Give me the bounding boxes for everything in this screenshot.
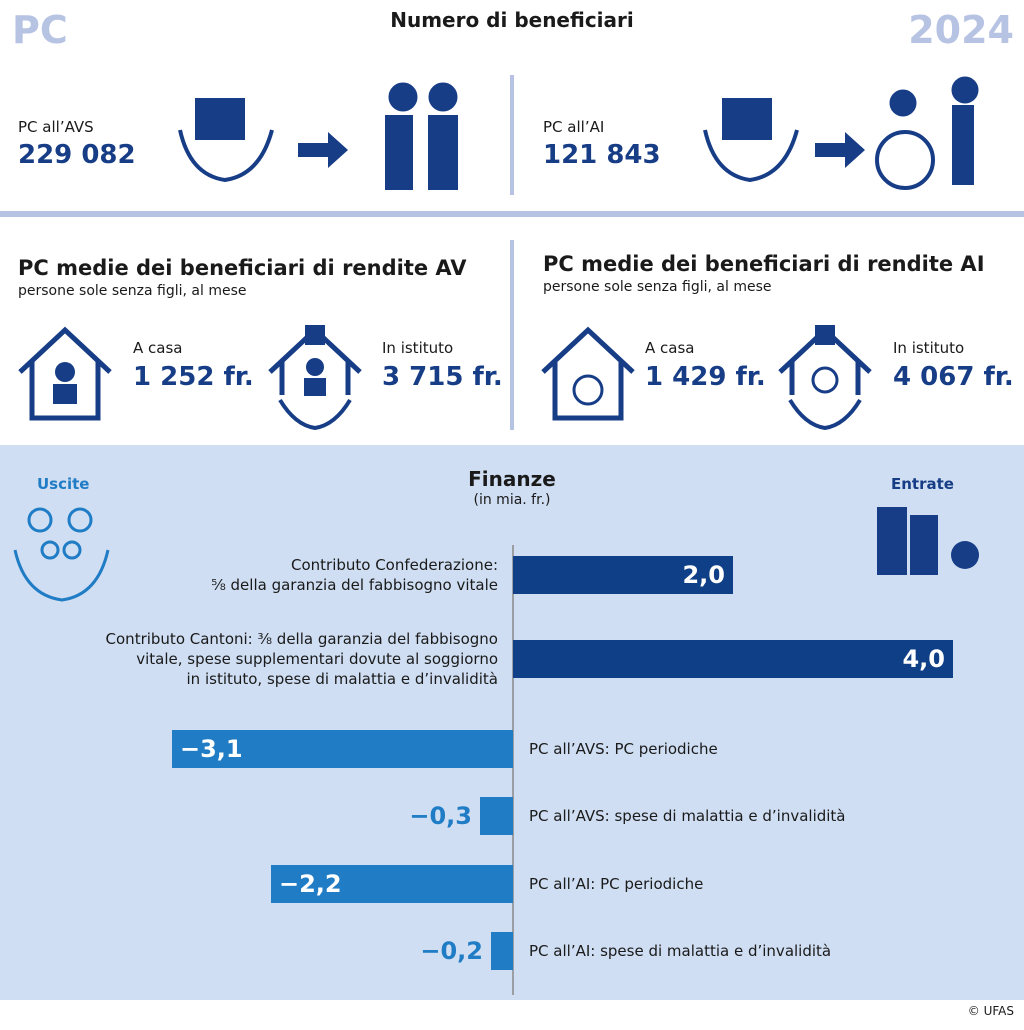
institution-value: 4 067 fr. [893,362,1014,392]
icons-top [0,75,1024,431]
beneficiary-value: 121 843 [543,140,661,170]
finance-panel: Finanze (in mia. fr.) Uscite Entrate 2,0… [0,445,1024,1000]
revenues-label: Entrate [891,475,954,493]
average-title: PC medie dei beneficiari di rendite AI [543,252,985,276]
footer: © UFAS [967,1004,1014,1018]
institution-value: 3 715 fr. [382,362,503,392]
bar [480,797,513,835]
home-value: 1 429 fr. [645,362,766,392]
average-title: PC medie dei beneficiari di rendite AV [18,256,467,280]
bar [271,865,513,903]
beneficiary-value: 229 082 [18,140,136,170]
expenses-label: Uscite [37,475,90,493]
category-label: PC all’AI: PC periodiche [529,875,704,893]
category-label: Contributo Confederazione: ⅝ della garan… [211,556,498,594]
bar [513,556,733,594]
chart-title: Finanze [468,467,556,491]
bar [172,730,513,768]
value-label: −0,2 [420,937,483,965]
value-label: −3,1 [180,735,243,763]
average-subtitle: persone sole senza figli, al mese [18,283,247,299]
category-label: PC all’AVS: PC periodiche [529,740,718,758]
header-left: PC [12,8,68,52]
value-label: 4,0 [902,645,945,673]
institution-label: In istituto [382,339,454,357]
bar [513,640,953,678]
home-label: A casa [645,339,695,357]
header-year: 2024 [908,8,1014,52]
institution-label: In istituto [893,339,965,357]
value-label: 2,0 [682,561,725,589]
bar [491,932,513,970]
category-label: PC all’AI: spese di malattia e d’invalid… [529,942,832,960]
home-label: A casa [133,339,183,357]
average-subtitle: persone sole senza figli, al mese [543,279,772,295]
finance-icons [13,507,979,995]
value-label: −2,2 [279,870,342,898]
header-title: Numero di beneficiari [390,8,634,32]
category-label: Contributo Cantoni: ⅜ della garanzia del… [105,630,498,688]
beneficiary-label: PC all’AI [543,118,605,136]
value-label: −0,3 [409,802,472,830]
home-value: 1 252 fr. [133,362,254,392]
chart-subtitle: (in mia. fr.) [473,492,551,508]
beneficiary-label: PC all’AVS [18,118,94,136]
category-label: PC all’AVS: spese di malattia e d’invali… [529,807,846,825]
